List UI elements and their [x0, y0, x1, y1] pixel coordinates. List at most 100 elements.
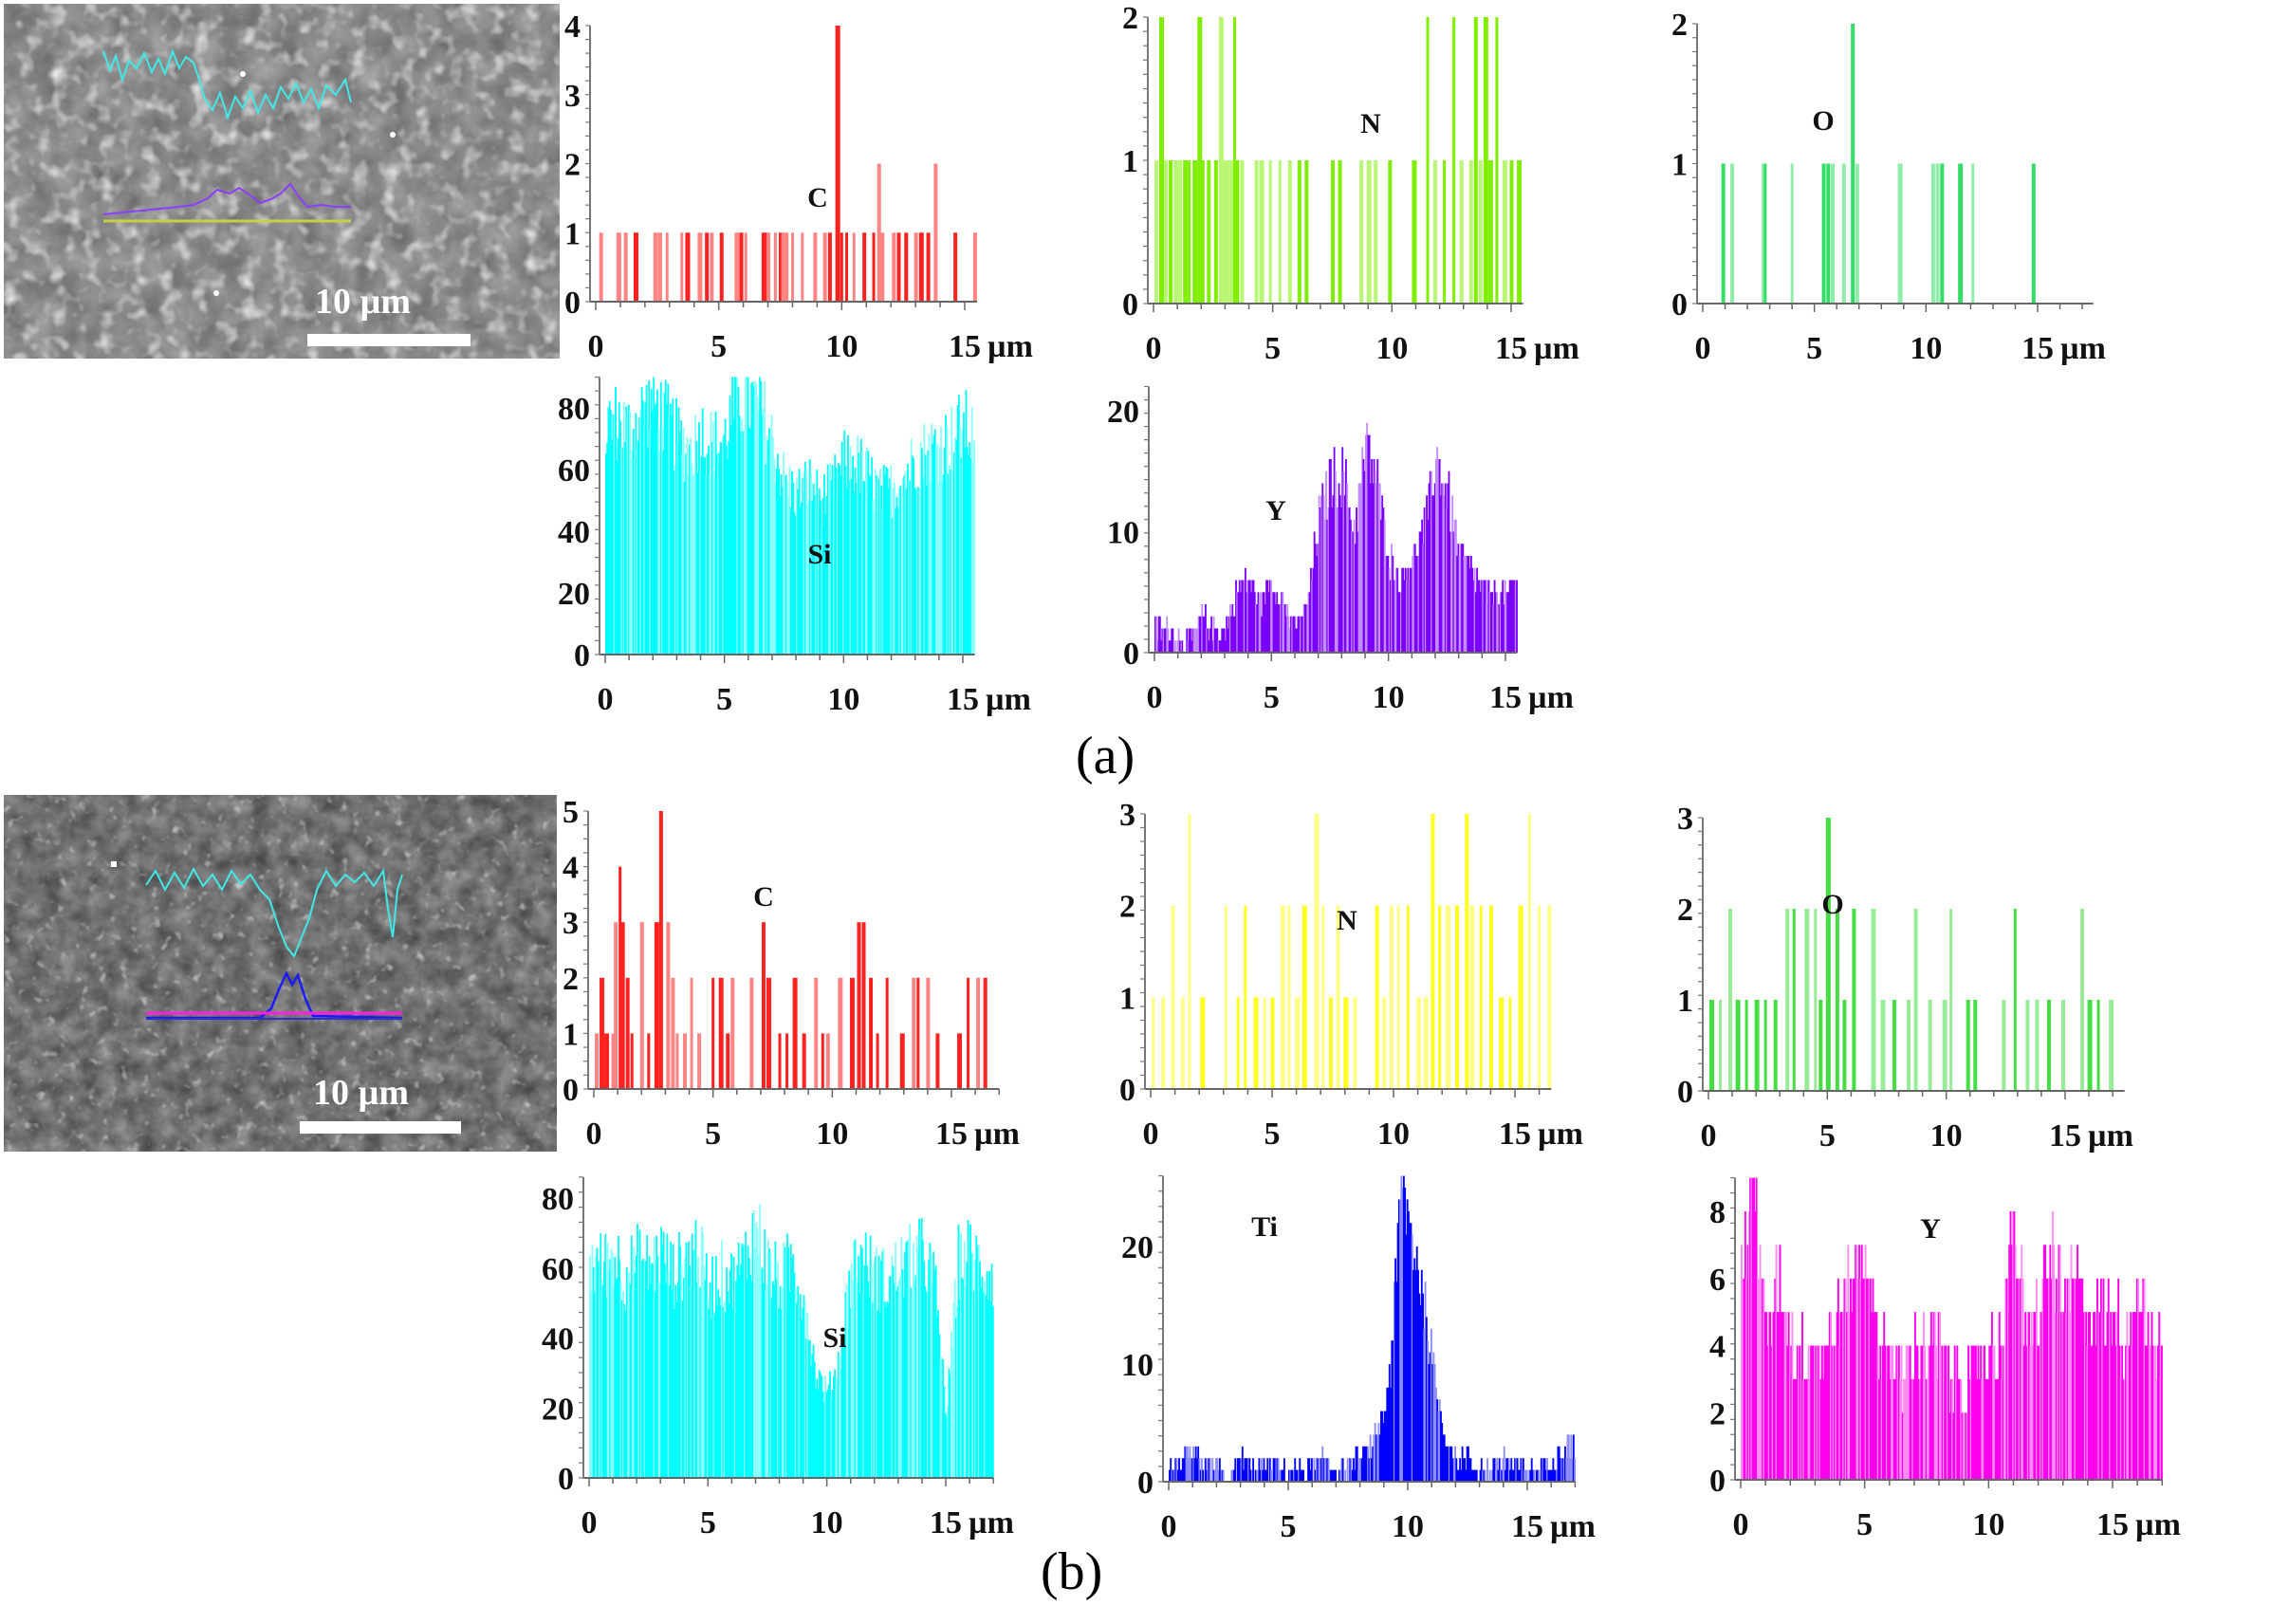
bar [1516, 1458, 1519, 1482]
bar [1164, 160, 1169, 304]
panel-label-a: (a) [1076, 727, 1135, 785]
bar [1470, 556, 1472, 653]
bar [1382, 1423, 1385, 1482]
bar [972, 461, 974, 655]
bar [1314, 544, 1317, 653]
bar [948, 465, 951, 655]
bar [1357, 483, 1360, 653]
bar [1812, 1345, 1815, 1480]
bar [1373, 459, 1375, 653]
bar [862, 232, 867, 302]
bar [1396, 1223, 1399, 1482]
x-tick-label: 15 [949, 329, 981, 364]
x-tick-label: 5 [1806, 331, 1822, 366]
bar [709, 1283, 711, 1478]
bar [1818, 1000, 1823, 1091]
bar [648, 379, 651, 655]
bar [2042, 1245, 2045, 1480]
bar [867, 1281, 870, 1478]
bar [892, 487, 895, 655]
sem-si-profile-a [102, 48, 352, 121]
bar [1240, 160, 1245, 304]
bar [1338, 483, 1340, 653]
bar [887, 488, 890, 655]
bar [690, 977, 693, 1089]
bar [1405, 1234, 1408, 1482]
bar [1368, 434, 1371, 653]
bar [1871, 909, 1876, 1091]
bar [741, 1243, 744, 1478]
bar [896, 1285, 899, 1478]
bar [729, 1269, 731, 1478]
bar [1491, 592, 1494, 653]
bar [956, 405, 959, 655]
bar [1903, 1378, 1906, 1480]
bar [1466, 1446, 1468, 1482]
bar [1889, 1378, 1892, 1480]
bar [914, 487, 916, 655]
bar [801, 502, 803, 655]
bar [726, 1033, 730, 1089]
bar [1484, 1469, 1486, 1482]
bar [2134, 1312, 2137, 1480]
bar [697, 1256, 699, 1478]
bar [885, 467, 888, 655]
bar [1282, 1469, 1284, 1482]
bar [1188, 628, 1191, 653]
bar [1290, 1469, 1293, 1482]
bar [1459, 1458, 1462, 1482]
bar [1570, 1434, 1573, 1482]
bar [1347, 508, 1350, 653]
bar [723, 1301, 726, 1478]
bar [681, 1301, 684, 1478]
bar [712, 421, 714, 655]
bar [2083, 1312, 2086, 1480]
bar [2077, 1278, 2080, 1480]
bar [615, 387, 617, 655]
bar [728, 440, 730, 655]
bar [2031, 163, 2036, 304]
bar [1791, 1312, 1794, 1480]
bar [1428, 483, 1431, 653]
bar [700, 456, 703, 655]
bar [1293, 1469, 1295, 1482]
bar [614, 922, 618, 1089]
bar [799, 1294, 802, 1478]
bar [1328, 1469, 1331, 1482]
bar [654, 405, 656, 655]
bar [729, 425, 732, 655]
bar [1190, 628, 1191, 653]
bar [968, 1236, 970, 1478]
bar [772, 1281, 774, 1478]
bar [1240, 1458, 1243, 1482]
bar [636, 448, 638, 655]
bar [698, 1286, 701, 1478]
bar [1279, 604, 1282, 653]
bar [2035, 1278, 2038, 1480]
bar [1176, 640, 1179, 653]
bar [701, 408, 704, 655]
bar [1953, 1345, 1956, 1480]
bar [1743, 1278, 1745, 1480]
bar [1328, 997, 1333, 1089]
bar [1476, 567, 1478, 653]
bar [1744, 1000, 1748, 1091]
bar [1341, 447, 1344, 653]
bar [1441, 1423, 1444, 1482]
bar [1968, 1378, 1971, 1480]
bar [2002, 1000, 2006, 1091]
bar [1185, 1446, 1188, 1482]
bar [1351, 531, 1354, 653]
x-tick-label: 5 [711, 329, 727, 364]
bar [1386, 556, 1389, 653]
bar [1228, 604, 1231, 653]
bar [1199, 1469, 1202, 1482]
bar [1367, 434, 1370, 653]
bar [703, 1265, 706, 1478]
bar [623, 232, 628, 302]
bar [1419, 1305, 1422, 1482]
bar [724, 418, 727, 655]
bar [1509, 1469, 1511, 1482]
bar [1349, 519, 1352, 653]
